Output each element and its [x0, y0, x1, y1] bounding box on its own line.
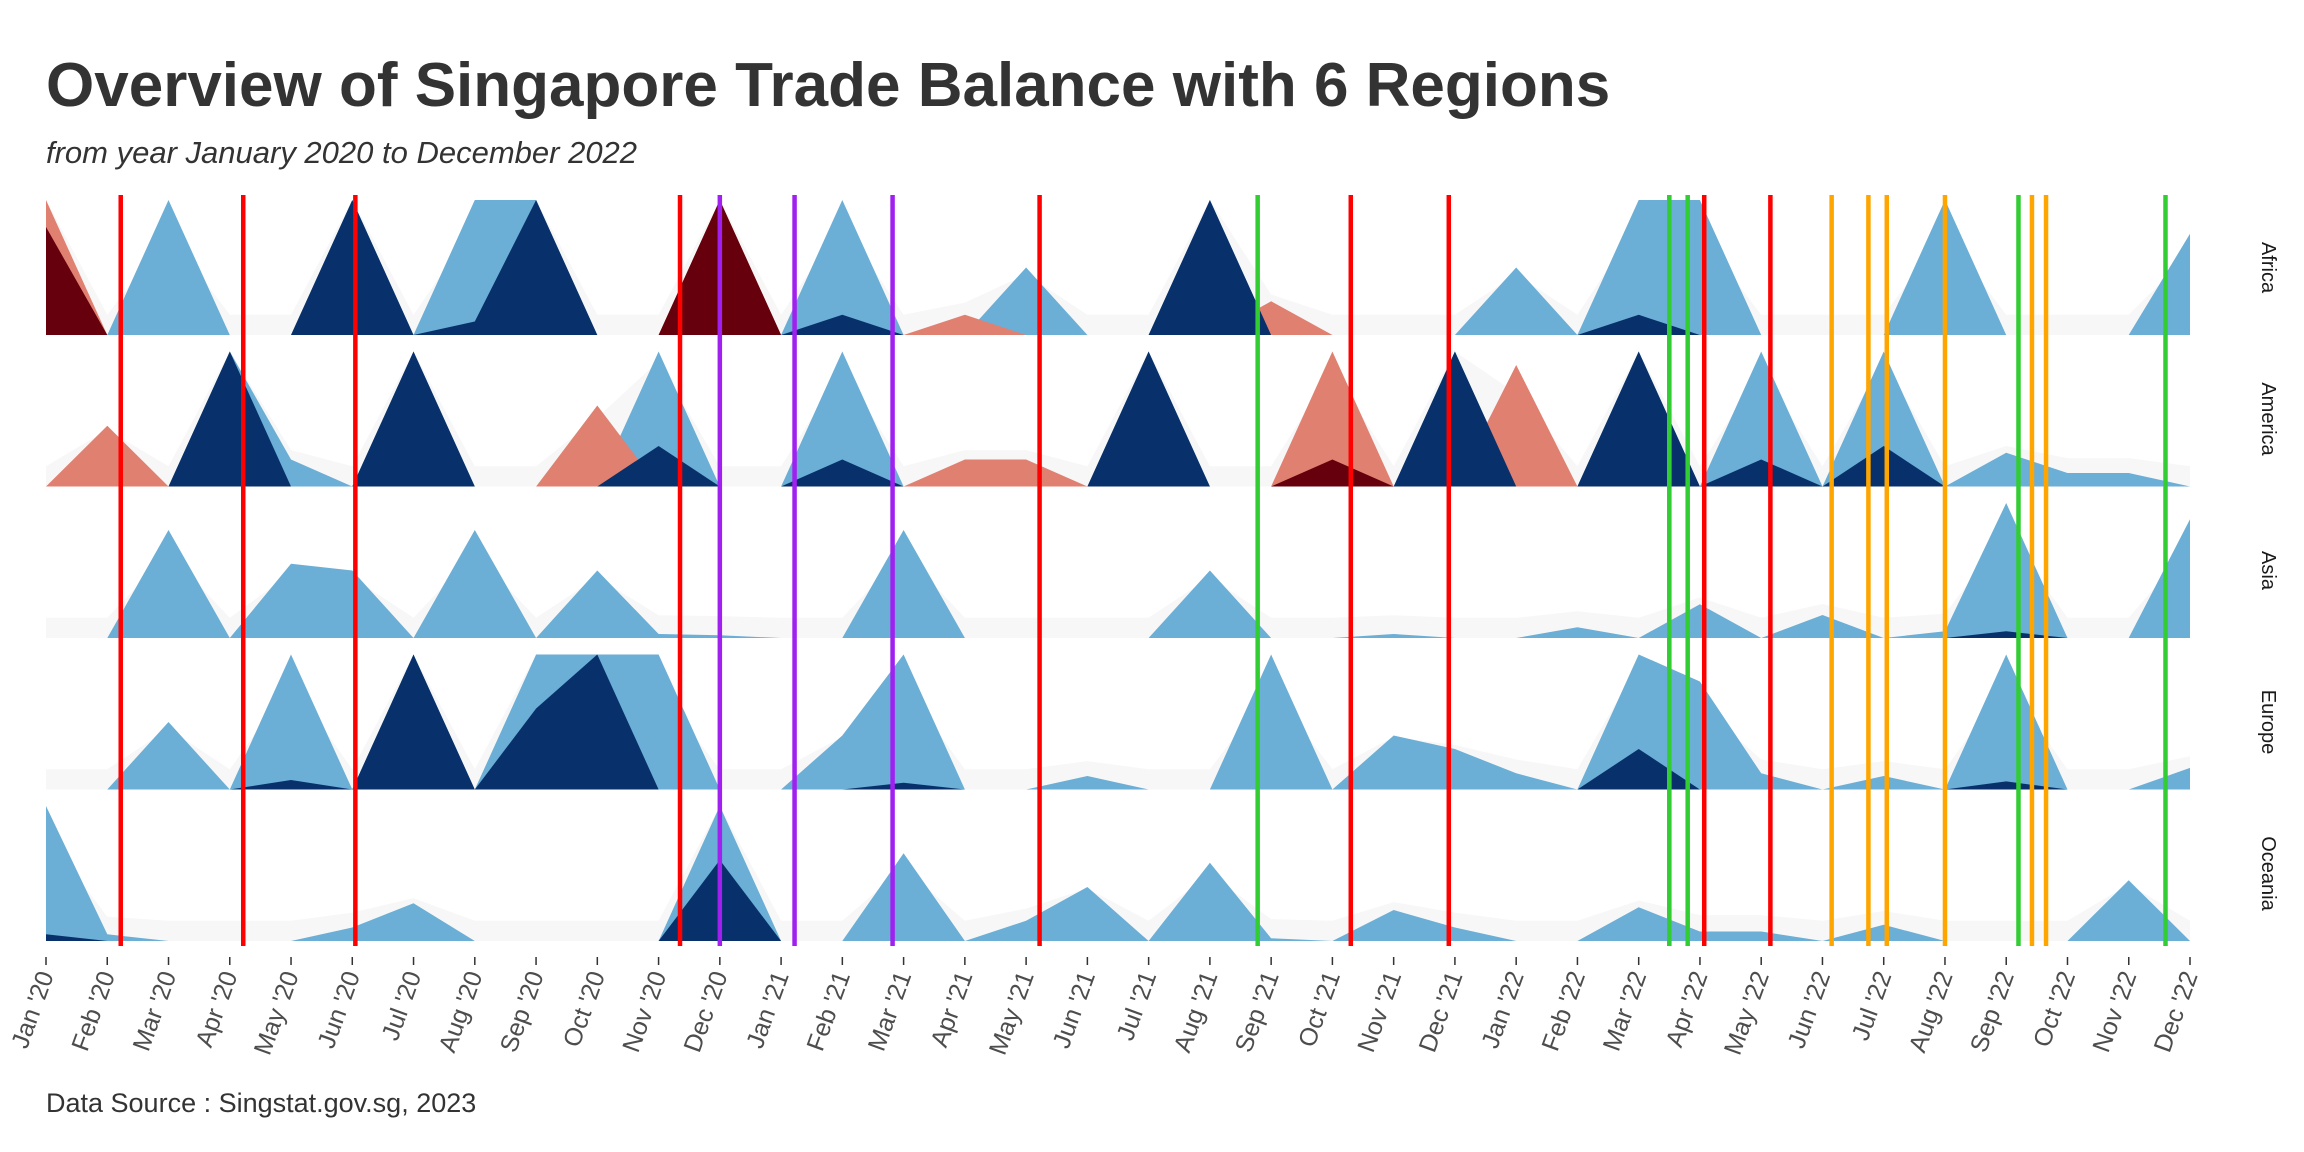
- x-tick-label: Apr '20: [190, 967, 243, 1050]
- facet-panel-asia: [46, 503, 2190, 638]
- facet-panel-america: [46, 351, 2190, 487]
- facet-panel-oceania: [46, 806, 2190, 941]
- neutral-band: [46, 806, 2190, 941]
- x-tick-label: Sep '21: [1230, 967, 1285, 1056]
- x-tick-label: Mar '20: [128, 967, 183, 1054]
- facet-panel-africa: [46, 200, 2190, 335]
- x-tick-label: Feb '22: [1537, 967, 1592, 1054]
- x-tick-label: May '21: [984, 967, 1040, 1058]
- positive-band-1-oceania: [46, 806, 2190, 941]
- facet-label-america: America: [2257, 382, 2279, 456]
- x-tick-label: May '20: [249, 967, 305, 1058]
- x-tick-label: Jun '22: [1782, 967, 1836, 1052]
- x-tick-label: Nov '20: [617, 967, 672, 1055]
- x-tick-label: Aug '22: [1904, 967, 1959, 1056]
- x-tick-label: Mar '22: [1598, 967, 1653, 1054]
- x-tick-label: Apr '22: [1660, 967, 1713, 1050]
- negative-band-1-america: [46, 351, 2190, 487]
- facet-label-asia: Asia: [2257, 551, 2279, 591]
- positive-band-2-america: [46, 351, 2190, 487]
- x-tick-label: Jun '20: [312, 967, 366, 1052]
- x-tick-label: Nov '21: [1352, 967, 1407, 1055]
- x-tick-label: Oct '22: [2028, 967, 2081, 1050]
- facet-label-oceania: Oceania: [2257, 836, 2279, 911]
- x-tick-label: Aug '21: [1168, 967, 1223, 1056]
- x-tick-label: Feb '21: [801, 967, 856, 1054]
- x-tick-label: May '22: [1719, 967, 1775, 1058]
- x-tick-label: Jan '22: [1476, 967, 1530, 1052]
- positive-band-2-asia: [46, 631, 2190, 638]
- x-tick-label: Mar '21: [863, 967, 918, 1054]
- facet-panel-europe: [46, 654, 2190, 790]
- positive-band-2-europe: [46, 654, 2190, 790]
- x-tick-label: Apr '21: [925, 967, 978, 1050]
- chart-subtitle: from year January 2020 to December 2022: [46, 135, 638, 170]
- x-tick-label: Oct '21: [1293, 967, 1346, 1050]
- x-tick-label: Dec '21: [1414, 967, 1469, 1055]
- x-tick-label: Jul '20: [376, 967, 427, 1044]
- x-tick-label: Feb '20: [66, 967, 121, 1054]
- x-tick-label: Sep '22: [1965, 967, 2020, 1056]
- x-tick-label: Aug '20: [433, 967, 488, 1056]
- x-tick-label: Jul '22: [1847, 967, 1898, 1044]
- x-tick-label: Nov '22: [2087, 967, 2142, 1055]
- x-tick-label: Jul '21: [1112, 967, 1163, 1044]
- x-tick-label: Dec '22: [2149, 967, 2204, 1055]
- x-tick-label: Sep '20: [495, 967, 550, 1056]
- x-tick-label: Dec '20: [678, 967, 733, 1055]
- x-tick-label: Jan '21: [741, 967, 795, 1052]
- chart-title: Overview of Singapore Trade Balance with…: [46, 51, 1611, 120]
- x-tick-label: Jun '21: [1047, 967, 1101, 1052]
- facet-label-europe: Europe: [2257, 690, 2279, 755]
- positive-band-1-africa: [46, 200, 2190, 335]
- x-tick-label: Jan '20: [6, 967, 60, 1052]
- chart-caption: Data Source : Singstat.gov.sg, 2023: [46, 1088, 477, 1118]
- positive-band-1-asia: [46, 503, 2190, 638]
- facet-label-africa: Africa: [2257, 242, 2279, 294]
- x-tick-label: Oct '20: [558, 967, 611, 1050]
